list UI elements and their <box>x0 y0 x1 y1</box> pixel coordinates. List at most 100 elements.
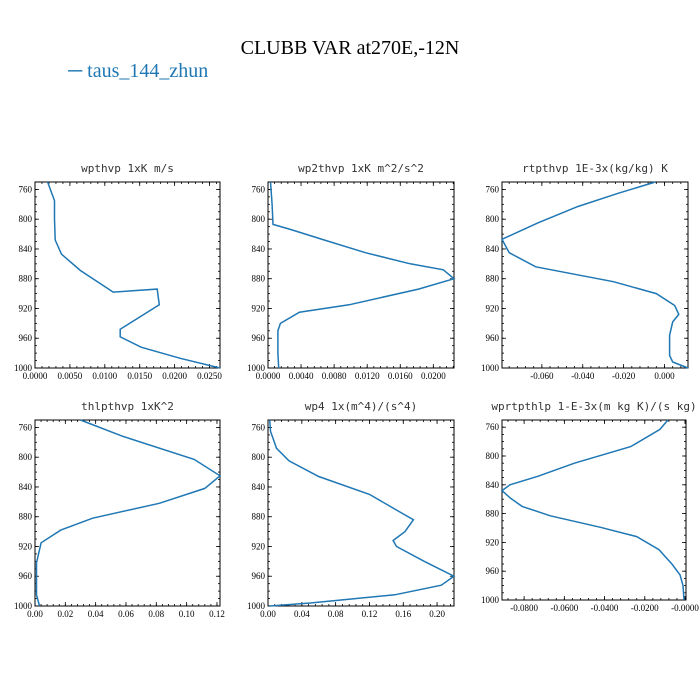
y-tick-label: 760 <box>486 422 500 432</box>
x-tick-label: -0.0000 <box>671 603 699 613</box>
panel-4: thlpthvp 1xK^2 760 800 840 880 920 960 10000.00… <box>14 400 225 619</box>
panel-title: wp2thvp 1xK m^2/s^2 <box>298 162 424 175</box>
y-tick-label: 960 <box>19 571 33 581</box>
panel-title: rtpthvp 1E-3x(kg/kg) K <box>522 162 668 175</box>
y-tick-label: 920 <box>252 303 266 313</box>
y-tick-label: 920 <box>19 541 33 551</box>
y-tick-label: 880 <box>252 274 266 284</box>
panel-5: wp4 1x(m^4)/(s^4)76080084088092096010000… <box>247 400 456 619</box>
axes-frame <box>267 419 455 607</box>
y-tick-label: 840 <box>19 244 33 254</box>
y-tick-label: 920 <box>252 541 266 551</box>
series-line <box>500 419 685 601</box>
axes-frame <box>267 181 455 369</box>
y-tick-label: 840 <box>252 482 266 492</box>
x-tick-label: 0.000 <box>654 371 675 381</box>
y-tick-label: 800 <box>252 452 266 462</box>
y-tick-label: 1000 <box>247 363 266 373</box>
axes-frame <box>501 181 689 369</box>
x-tick-label: 0.16 <box>395 609 411 619</box>
y-tick-label: 960 <box>252 571 266 581</box>
x-tick-label: 0.0050 <box>58 371 83 381</box>
x-tick-label: 0.0250 <box>197 371 222 381</box>
y-tick-label: 1000 <box>14 363 33 373</box>
x-tick-label: -0.0600 <box>550 603 578 613</box>
x-tick-label: 0.06 <box>118 609 134 619</box>
x-tick-label: 0.0000 <box>23 371 48 381</box>
y-tick-label: 800 <box>486 214 500 224</box>
y-tick-label: 880 <box>19 274 33 284</box>
x-tick-label: 0.02 <box>57 609 73 619</box>
y-tick-label: 920 <box>486 303 500 313</box>
legend-line-marker: ─ <box>68 60 83 82</box>
axes-frame <box>34 181 221 369</box>
x-tick-label: 0.0160 <box>388 371 413 381</box>
series-line <box>500 181 689 369</box>
x-tick-label: 0.20 <box>429 609 445 619</box>
x-tick-label: 0.0120 <box>355 371 380 381</box>
x-tick-label: 0.00 <box>260 609 276 619</box>
legend-label: taus_144_zhun <box>87 60 209 82</box>
axes-frame <box>34 419 221 607</box>
y-tick-label: 960 <box>19 333 33 343</box>
x-tick-label: 0.0100 <box>92 371 117 381</box>
y-tick-label: 800 <box>252 214 266 224</box>
y-tick-label: 1000 <box>247 601 266 611</box>
series-line <box>268 419 456 607</box>
y-tick-label: 920 <box>19 303 33 313</box>
y-tick-label: 760 <box>19 184 33 194</box>
x-tick-label: 0.0150 <box>127 371 152 381</box>
panel-2: wp2thvp 1xK m^2/s^2 760 800 840 880 920 960 100… <box>247 162 456 381</box>
y-tick-label: 960 <box>252 333 266 343</box>
x-tick-label: 0.12 <box>209 609 225 619</box>
y-tick-label: 1000 <box>14 601 33 611</box>
chart-title: CLUBB VAR at270E,-12N <box>240 37 460 59</box>
x-tick-label: -0.060 <box>530 371 554 381</box>
x-tick-label: 0.08 <box>328 609 344 619</box>
x-tick-label: -0.0400 <box>591 603 619 613</box>
panel-title: wpthvp 1xK m/s <box>81 162 174 175</box>
axes-frame <box>501 419 687 601</box>
y-tick-label: 800 <box>19 214 33 224</box>
y-tick-label: 840 <box>486 480 500 490</box>
y-tick-label: 880 <box>19 512 33 522</box>
y-tick-label: 1000 <box>481 595 500 605</box>
x-tick-label: 0.08 <box>148 609 164 619</box>
series-line <box>46 181 221 369</box>
x-tick-label: 0.0080 <box>322 371 347 381</box>
x-tick-label: -0.040 <box>571 371 595 381</box>
y-tick-label: 800 <box>19 452 33 462</box>
x-tick-label: -0.0800 <box>510 603 538 613</box>
y-tick-label: 880 <box>486 509 500 519</box>
y-tick-label: 880 <box>252 512 266 522</box>
x-tick-label: 0.00 <box>27 609 43 619</box>
y-tick-label: 760 <box>252 184 266 194</box>
x-tick-label: 0.04 <box>294 609 310 619</box>
series-line <box>35 419 222 607</box>
x-tick-label: 0.0200 <box>162 371 187 381</box>
x-tick-label: 0.0200 <box>421 371 446 381</box>
x-tick-label: 0.0000 <box>256 371 281 381</box>
legend: ─ taus_144_zhun <box>68 60 208 83</box>
y-tick-label: 960 <box>486 333 500 343</box>
y-tick-label: 920 <box>486 537 500 547</box>
panel-title: thlpthvp 1xK^2 <box>81 400 174 413</box>
y-tick-label: 840 <box>486 244 500 254</box>
x-tick-label: -0.020 <box>612 371 636 381</box>
y-tick-label: 880 <box>486 274 500 284</box>
panel-3: rtpthvp 1E-3x(kg/kg) K 760 800 840 880 920 960… <box>481 162 689 381</box>
y-tick-label: 1000 <box>481 363 500 373</box>
y-tick-label: 800 <box>486 451 500 461</box>
panel-1: wpthvp 1xK m/s76080084088092096010000.00… <box>14 162 222 381</box>
y-tick-label: 760 <box>486 184 500 194</box>
panel-title: wp4 1x(m^4)/(s^4) <box>305 400 418 413</box>
y-tick-label: 760 <box>19 422 33 432</box>
x-tick-label: -0.0200 <box>631 603 659 613</box>
y-tick-label: 960 <box>486 566 500 576</box>
x-tick-label: 0.0040 <box>289 371 314 381</box>
x-tick-label: 0.10 <box>179 609 195 619</box>
panel-6: wprtpthlp 1-E-3x(m kg K)/(s kg) 760 800 840… <box>481 400 699 613</box>
x-tick-label: 0.12 <box>362 609 378 619</box>
y-tick-label: 840 <box>19 482 33 492</box>
